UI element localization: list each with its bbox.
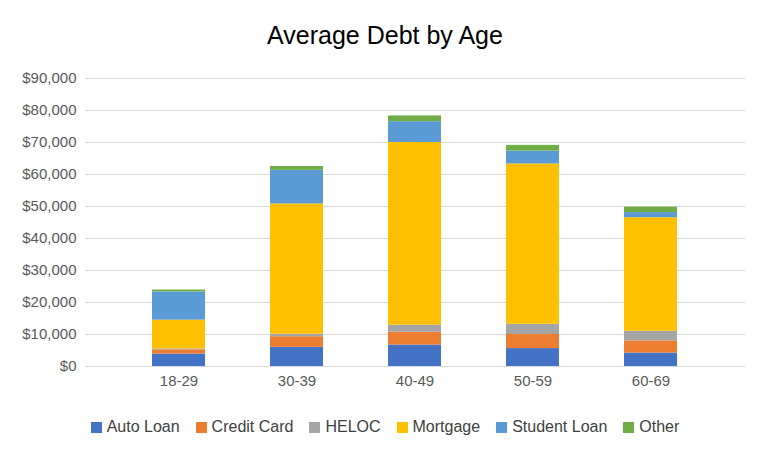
svg-text:$40,000: $40,000 bbox=[22, 229, 76, 246]
html-text:Other: Other bbox=[639, 418, 680, 435]
svg-text:$90,000: $90,000 bbox=[22, 69, 76, 86]
svg-text:60-69: 60-69 bbox=[632, 372, 670, 389]
svg-text:$60,000: $60,000 bbox=[22, 165, 76, 182]
svg-text:$20,000: $20,000 bbox=[22, 293, 76, 310]
html-text:Credit Card: Credit Card bbox=[211, 418, 294, 435]
html-text:Mortgage: Mortgage bbox=[412, 418, 481, 435]
svg-text:40-49: 40-49 bbox=[396, 372, 434, 389]
svg-text:$0: $0 bbox=[60, 357, 77, 374]
svg-text:$10,000: $10,000 bbox=[22, 325, 76, 342]
svg-text:$70,000: $70,000 bbox=[22, 133, 76, 150]
html-text:HELOC: HELOC bbox=[325, 418, 381, 435]
svg-text:50-59: 50-59 bbox=[514, 372, 552, 389]
svg-text:$50,000: $50,000 bbox=[22, 197, 76, 214]
svg-text:$80,000: $80,000 bbox=[22, 101, 76, 118]
svg-text:18-29: 18-29 bbox=[160, 372, 198, 389]
html-text:Average Debt by Age: Average Debt by Age bbox=[267, 21, 503, 49]
svg-text:$30,000: $30,000 bbox=[22, 261, 76, 278]
svg-text:30-39: 30-39 bbox=[278, 372, 316, 389]
html-text:Auto Loan: Auto Loan bbox=[106, 418, 180, 435]
html-text:Student Loan: Student Loan bbox=[512, 418, 608, 435]
